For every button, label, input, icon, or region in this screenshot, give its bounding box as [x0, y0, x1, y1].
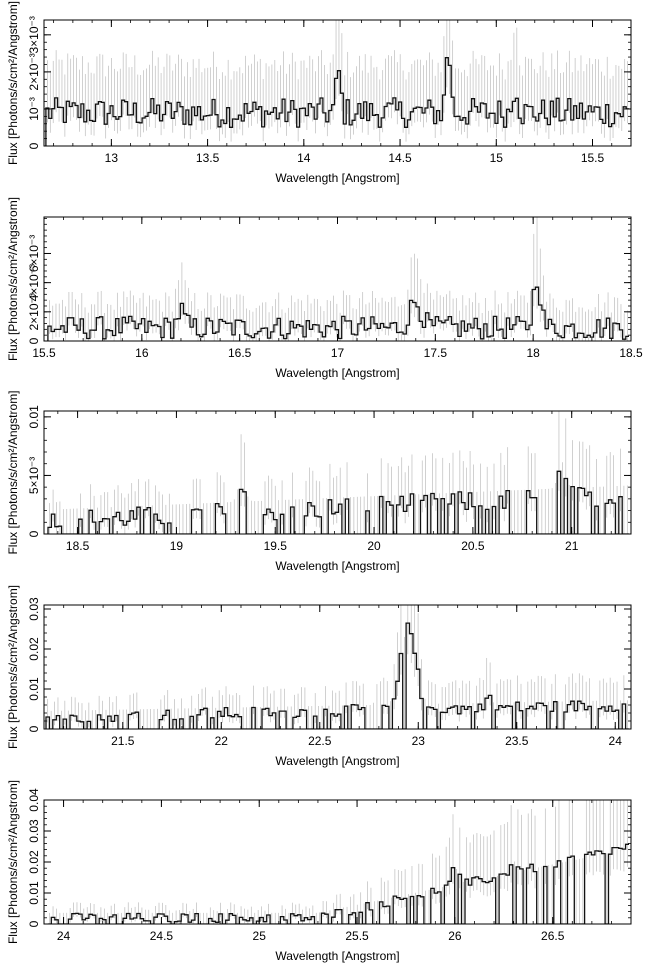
- panel-4-spectrum: [45, 605, 629, 729]
- flux-histogram: [45, 57, 630, 146]
- x-tick-label: 24: [609, 734, 623, 748]
- x-tick-label: 15: [490, 151, 504, 165]
- x-tick-label: 16: [135, 346, 149, 360]
- x-axis-label: Wavelength [Angstrom]: [275, 171, 399, 185]
- y-axis-label: Flux [Photons/s/cm²/Angstrom]: [6, 1, 20, 165]
- y-tick-label: 0.01: [27, 405, 41, 429]
- y-tick-label: 0: [27, 725, 41, 732]
- plot-frame: [43, 410, 632, 535]
- x-axis-label: Wavelength [Angstrom]: [275, 559, 399, 573]
- flux-histogram: [45, 622, 629, 729]
- x-tick-label: 20.5: [461, 539, 485, 553]
- y-axis-label: Flux [Photons/s/cm²/Angstrom]: [6, 585, 20, 749]
- flux-histogram: [47, 470, 629, 534]
- y-tick-label: 0.01: [27, 881, 41, 905]
- x-tick-label: 18: [526, 346, 540, 360]
- panel-1-spectrum: [45, 20, 630, 146]
- y-tick-label: 6×10⁻³: [27, 235, 41, 272]
- flux-histogram: [47, 843, 629, 924]
- y-axis-label: Flux [Photons/s/cm²/Angstrom]: [6, 780, 20, 944]
- y-tick-label: 0.04: [27, 788, 41, 812]
- x-axis-label: Wavelength [Angstrom]: [275, 754, 399, 768]
- x-tick-label: 21.5: [111, 734, 135, 748]
- y-tick-label: 2×10⁻³: [27, 53, 41, 90]
- x-tick-label: 18.5: [66, 539, 90, 553]
- x-tick-label: 13: [105, 151, 119, 165]
- x-tick-label: 18.5: [619, 346, 643, 360]
- y-tick-label: 0.03: [27, 819, 41, 843]
- panel-5: 24 24.5 25 25.5 26 26.5 0 0.01 0.02 0.03 0.04 Wavel…: [6, 780, 632, 963]
- x-tick-label: 25.5: [345, 929, 369, 943]
- y-tick-label: 0: [27, 920, 41, 927]
- panel-1: 13 13.5 14 14.5 15 15.5 0 10⁻³ 2×10⁻³3×10⁻³ Wavel…: [6, 1, 632, 185]
- panel-4: 21.5 22 22.5 23 23.5 24 0 0.01 0.02 0.03 Wavelengt…: [6, 585, 632, 768]
- x-tick-label: 15.5: [581, 151, 605, 165]
- y-tick-label: 0.01: [27, 677, 41, 701]
- y-tick-label: 0: [27, 142, 41, 149]
- x-tick-label: 22.5: [308, 734, 332, 748]
- x-tick-label: 14: [297, 151, 311, 165]
- x-tick-label: 19.5: [264, 539, 288, 553]
- plot-frame: [43, 19, 632, 147]
- y-tick-label: 3×10⁻³: [27, 16, 41, 53]
- flux-histogram: [47, 286, 629, 341]
- y-tick-label: 4×10⁻³: [27, 264, 41, 301]
- x-tick-label: 24: [57, 929, 71, 943]
- y-axis-label: Flux [Photons/s/cm²/Angstrom]: [6, 197, 20, 361]
- y-tick-label: 0.02: [27, 637, 41, 661]
- panel-3-spectrum: [47, 411, 629, 534]
- x-tick-label: 13.5: [196, 151, 220, 165]
- x-tick-label: 23: [412, 734, 426, 748]
- x-axis-label: Wavelength [Angstrom]: [275, 949, 399, 963]
- y-tick-label: 0: [27, 530, 41, 537]
- x-tick-label: 24.5: [150, 929, 174, 943]
- plot-frame: [43, 216, 632, 342]
- x-tick-label: 23.5: [505, 734, 529, 748]
- panel-2-spectrum: [47, 217, 629, 341]
- y-tick-label: 0.03: [27, 597, 41, 621]
- y-tick-label: 2×10⁻³: [27, 293, 41, 330]
- x-tick-label: 21: [565, 539, 579, 553]
- y-tick-label: 0.02: [27, 850, 41, 874]
- x-tick-label: 14.5: [388, 151, 412, 165]
- x-tick-label: 20: [367, 539, 381, 553]
- y-tick-label: 0: [27, 337, 41, 344]
- y-tick-label: 10⁻³: [27, 97, 41, 121]
- x-tick-label: 15.5: [32, 346, 56, 360]
- plot-frame: [43, 604, 632, 730]
- x-tick-label: 17.5: [424, 346, 448, 360]
- y-axis-label: Flux [Photons/s/cm²/Angstrom]: [6, 390, 20, 554]
- x-tick-label: 25: [253, 929, 267, 943]
- x-tick-label: 16.5: [228, 346, 252, 360]
- x-tick-label: 22: [215, 734, 229, 748]
- panel-3: 18.5 19 19.5 20 20.5 21 0 5×10⁻³ 0.01 Wavelength …: [6, 390, 632, 573]
- x-tick-label: 26: [448, 929, 462, 943]
- panel-5-spectrum: [47, 800, 629, 924]
- panel-2: 15.5 16 16.5 17 17.5 18 18.5 0 2×10⁻³4×10⁻³6×10⁻…: [6, 197, 643, 380]
- x-tick-label: 19: [170, 539, 184, 553]
- x-tick-label: 17: [331, 346, 345, 360]
- x-axis-label: Wavelength [Angstrom]: [275, 366, 399, 380]
- y-tick-label: 5×10⁻³: [27, 457, 41, 494]
- x-tick-label: 26.5: [541, 929, 565, 943]
